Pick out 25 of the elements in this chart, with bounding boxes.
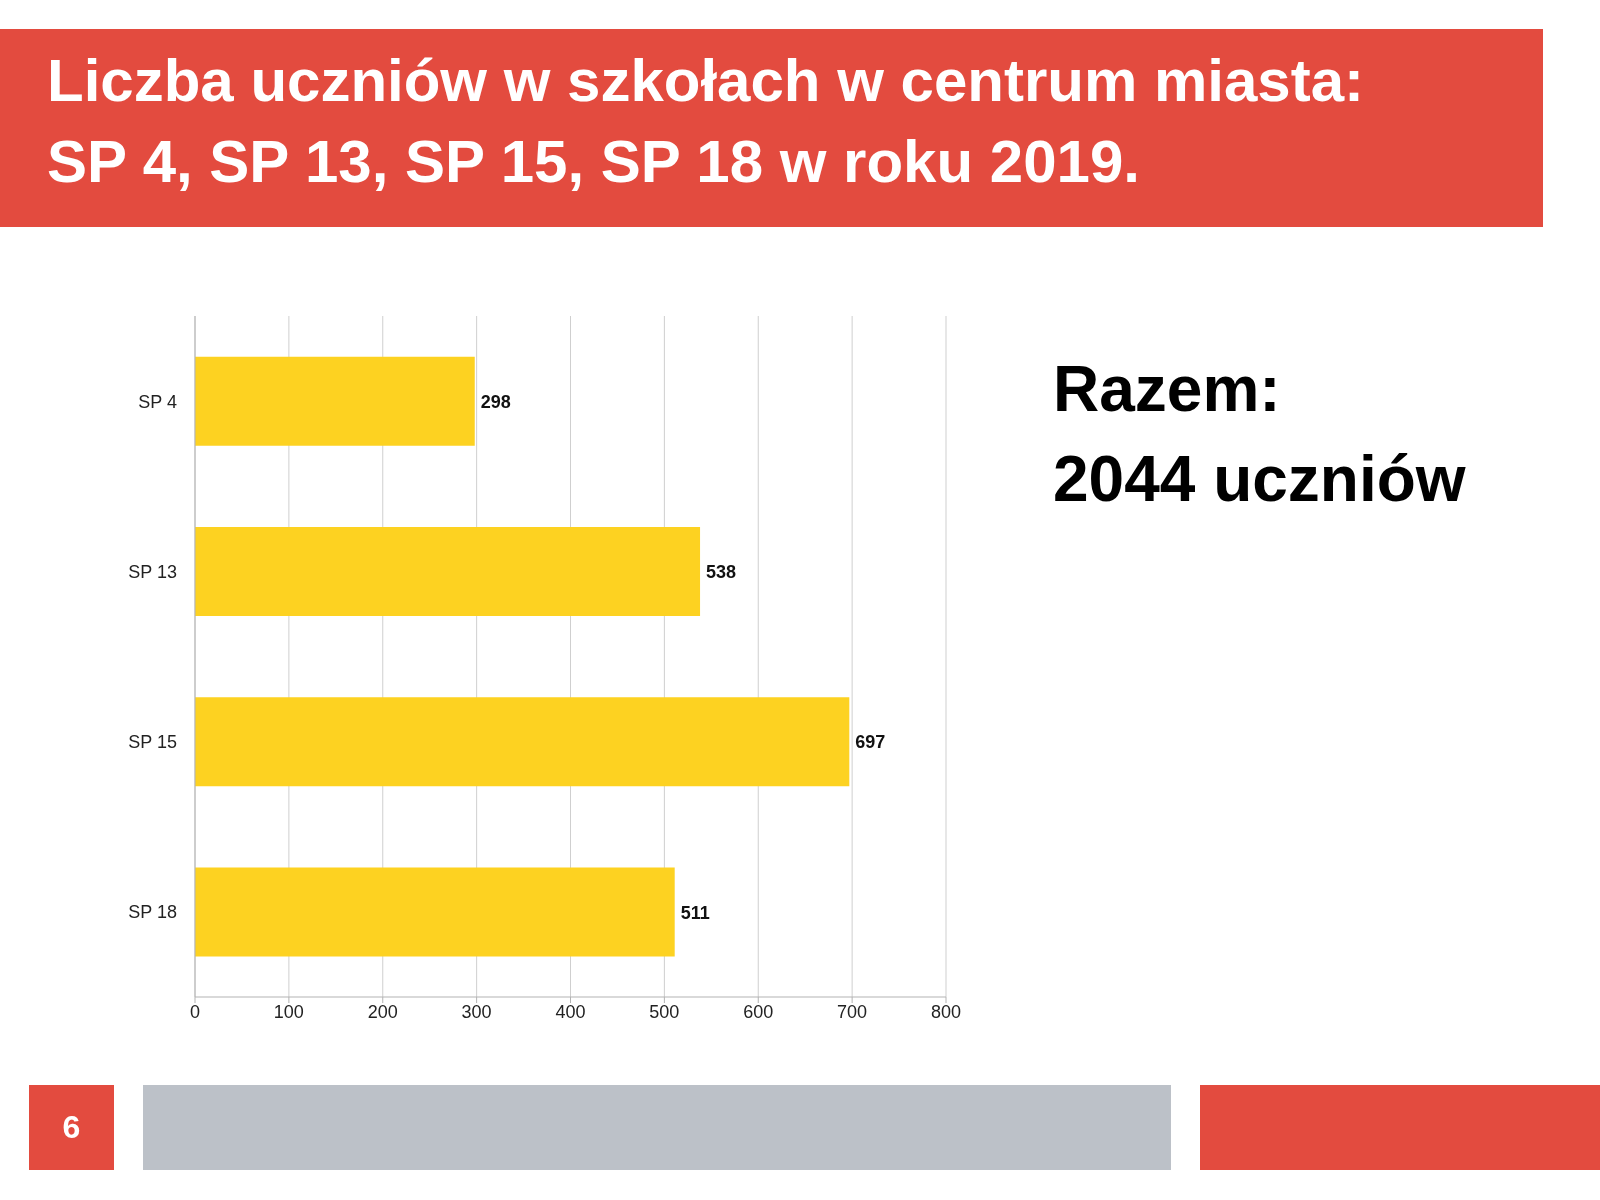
x-tick-label: 800 [930,1001,962,1022]
x-tick-label: 600 [743,1001,774,1022]
y-tick-label: SP 13 [128,561,177,582]
text: Razem: [1053,352,1281,427]
x-tick-label: 500 [649,1001,680,1022]
text: 2044 uczniów [1053,442,1466,517]
bar [195,356,475,446]
bar [195,527,701,617]
text: 6 [62,1109,81,1146]
bar [195,867,675,957]
data-label: 298 [480,391,511,412]
x-tick-label: 400 [555,1001,586,1022]
data-label: 697 [855,732,886,753]
y-tick-label: SP 15 [128,732,177,753]
x-tick-label: 300 [461,1001,492,1022]
x-tick-label: 700 [837,1001,868,1022]
y-tick-label: SP 18 [128,902,177,923]
data-label: 511 [680,902,710,923]
bar [195,697,850,787]
data-label: 538 [706,562,737,582]
y-tick-label: SP 4 [138,391,177,412]
x-tick-label: 200 [367,1001,398,1022]
chart-title: Liczba uczniów w szkołach w centrum miasta: SP 4, SP 13, SP 15, SP 18 w roku 2019. [47,46,1365,197]
x-tick-label: 100 [273,1001,304,1022]
x-tick-label: 0 [189,1001,201,1022]
